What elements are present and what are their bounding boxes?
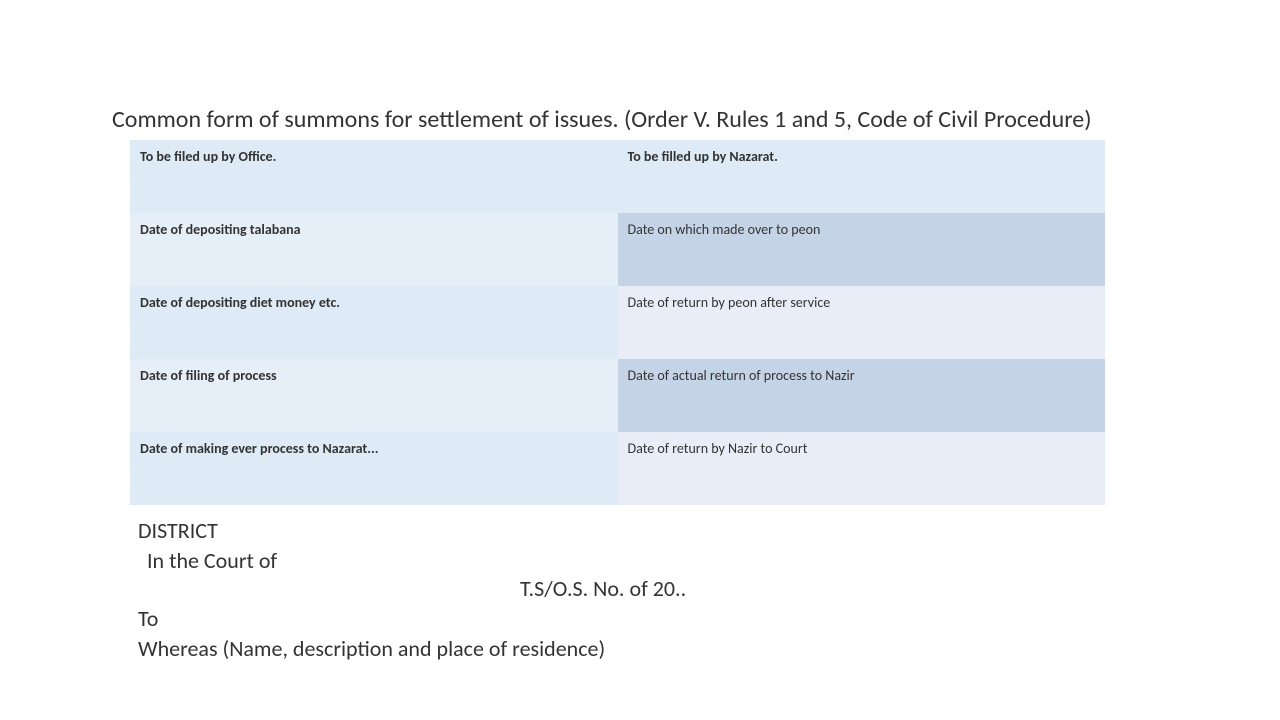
table-cell-filing-process: Date of filing of process: [130, 359, 618, 432]
case-number: T.S/O.S. No. of 20..: [520, 575, 686, 602]
table-cell-office-header: To be filed up by Office.: [130, 140, 618, 213]
table-row: Date of depositing talabana Date on whic…: [130, 213, 1105, 286]
table-cell-return-nazir: Date of actual return of process to Nazi…: [618, 359, 1106, 432]
table-cell-peon-over: Date on which made over to peon: [618, 213, 1106, 286]
table-cell-nazir-court: Date of return by Nazir to Court: [618, 432, 1106, 505]
table-row: To be filed up by Office. To be filled u…: [130, 140, 1105, 213]
whereas-label: Whereas (Name, description and place of …: [138, 635, 605, 662]
table-cell-nazarat-header: To be filled up by Nazarat.: [618, 140, 1106, 213]
table-cell-diet-money: Date of depositing diet money etc.: [130, 286, 618, 359]
form-table: To be filed up by Office. To be filled u…: [130, 140, 1105, 505]
table-row: Date of filing of process Date of actual…: [130, 359, 1105, 432]
table-row: Date of making ever process to Nazarat..…: [130, 432, 1105, 505]
table-cell-talabana: Date of depositing talabana: [130, 213, 618, 286]
to-label: To: [138, 605, 158, 632]
district-label: DISTRICT: [138, 517, 218, 544]
table-row: Date of depositing diet money etc. Date …: [130, 286, 1105, 359]
court-label: In the Court of: [147, 547, 277, 574]
table-cell-peon-return: Date of return by peon after service: [618, 286, 1106, 359]
document-title: Common form of summons for settlement of…: [112, 105, 1091, 134]
table-cell-making-process: Date of making ever process to Nazarat..…: [130, 432, 618, 505]
